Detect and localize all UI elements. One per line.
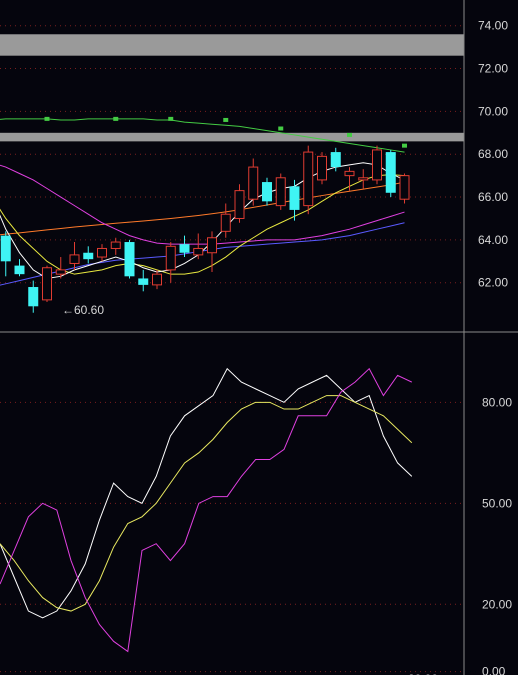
candle-body-up — [358, 177, 369, 181]
candle — [0, 231, 11, 277]
candle-body-up — [97, 247, 107, 258]
candle-body-down — [330, 152, 341, 168]
candle — [248, 158, 259, 206]
series-marker — [168, 116, 174, 121]
candle — [262, 177, 272, 206]
candle — [138, 269, 149, 292]
candle-body-up — [165, 245, 176, 271]
oscillator-panel — [0, 367, 464, 673]
candle — [124, 239, 135, 279]
candle — [220, 203, 231, 238]
candle-body-up — [234, 190, 245, 219]
price-band — [0, 132, 464, 142]
candle-body-up — [42, 267, 52, 301]
candle — [193, 233, 204, 260]
candle — [83, 246, 94, 264]
candle-body-down — [83, 252, 94, 260]
candle — [97, 244, 107, 262]
min-price-value: 60.60 — [74, 303, 104, 317]
candle-body-down — [138, 278, 149, 285]
candle — [234, 184, 245, 223]
candle — [275, 173, 286, 210]
candle — [330, 147, 341, 172]
oscillator-tick-label: 0.00 — [482, 665, 506, 675]
candle — [358, 169, 369, 189]
candle — [165, 242, 176, 283]
series-marker — [44, 116, 50, 121]
candle-body-up — [344, 170, 355, 177]
candle-body-up — [372, 149, 382, 181]
candle — [42, 265, 52, 303]
candle-body-down — [385, 152, 396, 193]
candle-body-down — [0, 235, 11, 262]
candle — [152, 269, 162, 290]
candle — [372, 145, 382, 185]
moving-average-line — [0, 118, 405, 153]
candle-body-up — [248, 166, 259, 200]
oscillator-tick-label: 50.00 — [482, 496, 512, 510]
price-tick-label: 62.00 — [478, 276, 508, 290]
candle — [14, 259, 25, 277]
price-tick-label: 74.00 — [478, 19, 508, 33]
candle-body-up — [275, 177, 286, 207]
price-panel: ←60.60 — [0, 25, 464, 317]
series-marker — [223, 117, 229, 122]
oscillator-line — [0, 367, 413, 653]
price-band — [0, 34, 464, 56]
candle-body-up — [399, 175, 410, 200]
price-axis: 74.00 72.00 70.00 68.00 66.00 64.00 62.00 — [478, 19, 508, 290]
candle — [207, 231, 217, 273]
candle — [385, 149, 396, 198]
candle-body-up — [110, 241, 121, 249]
min-price-label: ←60.60 — [62, 303, 104, 317]
candle-body-up — [220, 213, 231, 232]
candle-body-up — [317, 155, 327, 181]
price-tick-label: 70.00 — [478, 104, 508, 118]
price-tick-label: 68.00 — [478, 147, 508, 161]
candle — [110, 237, 121, 255]
series-marker — [113, 116, 119, 121]
candle-body-down — [289, 186, 300, 210]
candle-body-up — [303, 151, 314, 207]
candle — [399, 173, 410, 204]
candle — [303, 145, 314, 215]
oscillator-line — [0, 395, 413, 612]
candle-body-up — [55, 269, 66, 275]
price-tick-label: 72.00 — [478, 62, 508, 76]
candle-body-down — [262, 182, 272, 202]
candle-body-up — [193, 247, 204, 256]
candle — [289, 179, 300, 221]
candle — [28, 280, 39, 313]
oscillator-lines — [0, 367, 413, 653]
series-marker — [347, 132, 352, 137]
candle-body-up — [152, 273, 162, 286]
candle — [344, 167, 355, 191]
candle-body-down — [14, 265, 25, 275]
candle — [317, 152, 327, 185]
oscillator-clipped-tick-label: -20.00 — [404, 672, 438, 675]
candle-body-down — [124, 242, 135, 277]
series-markers — [44, 116, 407, 148]
price-tick-label: 66.00 — [478, 190, 508, 204]
oscillator-axis: 80.00 50.00 20.00 0.00 -20.00 — [404, 395, 512, 675]
candle-body-down — [28, 287, 39, 307]
candle — [179, 235, 190, 258]
price-bands — [0, 34, 464, 142]
oscillator-tick-label: 80.00 — [482, 395, 512, 409]
candlesticks — [0, 145, 410, 313]
moving-average-line — [0, 181, 405, 236]
candle — [55, 257, 66, 279]
price-tick-label: 64.00 — [478, 233, 508, 247]
candle-body-up — [207, 237, 217, 254]
candle-body-up — [69, 254, 80, 264]
oscillator-tick-label: 20.00 — [482, 597, 512, 611]
candle-body-down — [179, 244, 190, 253]
candle — [69, 242, 80, 270]
series-marker — [278, 126, 284, 131]
series-marker — [402, 143, 407, 148]
